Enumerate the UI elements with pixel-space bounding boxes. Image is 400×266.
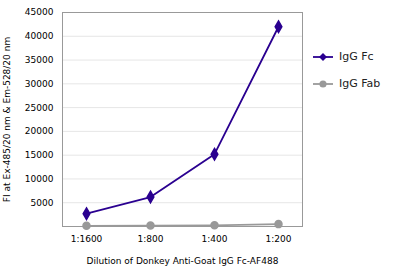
svg-text:Dilution of Donkey Anti-Goat I: Dilution of Donkey Anti-Goat IgG Fc-AF48…	[87, 256, 279, 266]
svg-text:25000: 25000	[25, 102, 54, 112]
svg-text:1:200: 1:200	[266, 234, 292, 244]
svg-text:15000: 15000	[25, 150, 54, 160]
svg-text:40000: 40000	[25, 31, 54, 41]
svg-text:1:400: 1:400	[202, 234, 228, 244]
svg-text:35000: 35000	[25, 55, 54, 65]
svg-text:1:800: 1:800	[138, 234, 164, 244]
svg-text:1:1600: 1:1600	[71, 234, 103, 244]
svg-text:5000: 5000	[31, 198, 54, 208]
html-text:IgG Fab: IgG Fab	[339, 77, 381, 90]
svg-text:45000: 45000	[25, 7, 54, 17]
svg-text:FI at Ex-485/20 nm & Em-528/20: FI at Ex-485/20 nm & Em-528/20 nm	[2, 37, 12, 202]
html-text:IgG Fc: IgG Fc	[339, 50, 374, 63]
svg-text:10000: 10000	[25, 174, 54, 184]
svg-text:30000: 30000	[25, 79, 54, 89]
svg-text:20000: 20000	[25, 126, 54, 136]
